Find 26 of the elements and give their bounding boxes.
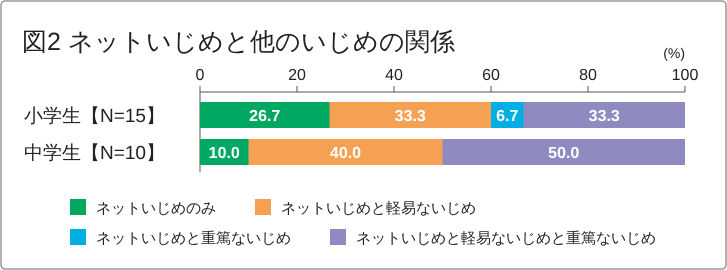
bar xyxy=(248,139,442,165)
data-label: 26.7 xyxy=(249,108,280,125)
legend-label: ネットいじめと軽易ないじめと重篤ないじめ xyxy=(356,230,656,247)
legend-label: ネットいじめと軽易ないじめ xyxy=(281,200,476,217)
data-label: 33.3 xyxy=(394,108,426,125)
legend-label: ネットいじめのみ xyxy=(96,200,216,217)
data-label: 10.0 xyxy=(208,145,240,162)
bar xyxy=(200,102,330,128)
y-tick-label: 中学生【N=10】 xyxy=(24,143,165,164)
data-label: 40.0 xyxy=(330,145,362,162)
x-axis-title: (%) xyxy=(663,45,685,61)
data-label: 33.3 xyxy=(588,108,620,125)
data-label: 50.0 xyxy=(548,145,580,162)
x-tick-label: 40 xyxy=(385,67,403,84)
bar xyxy=(523,102,685,128)
chart-title: 図2 ネットいじめと他のいじめの関係 xyxy=(22,28,455,56)
x-tick-label: 20 xyxy=(288,67,306,84)
bar xyxy=(329,102,491,128)
legend-label: ネットいじめと重篤ないじめ xyxy=(96,230,291,247)
x-tick-label: 100 xyxy=(672,67,698,84)
x-tick-label: 80 xyxy=(579,67,597,84)
x-tick-label: 0 xyxy=(196,67,205,84)
data-label: 6.7 xyxy=(496,108,518,125)
y-tick-label: 小学生【N=15】 xyxy=(24,106,165,127)
bar xyxy=(442,139,685,165)
x-tick-label: 60 xyxy=(482,67,500,84)
